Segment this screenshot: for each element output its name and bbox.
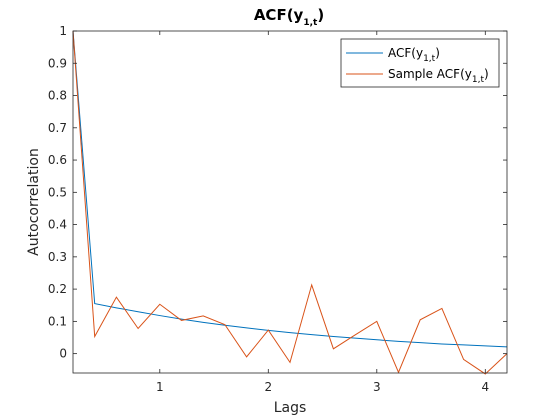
x-axis-label: Lags [274,400,307,416]
axes-box [72,30,508,374]
series-line-acf [72,30,508,348]
series-layer [72,30,508,375]
y-tick-label: 0.4 [48,218,67,232]
x-tick-label: 2 [264,380,272,394]
y-tick-label: 0.2 [48,282,67,296]
chart-title: ACF(y1,t) [254,6,324,28]
plot-area [73,31,507,373]
legend-label-sample-acf: Sample ACF(y1,t) [388,67,489,85]
series-line-sample-acf [72,30,508,375]
x-tick-label: 4 [481,380,489,394]
y-tick-label: 0.6 [48,153,67,167]
chart-title-suffix: ) [317,6,324,24]
axes-frame [72,30,508,374]
legend-label-acf: ACF(y1,t) [388,46,440,64]
y-tick-label: 0.5 [48,185,67,199]
y-tick-label: 0.3 [48,250,67,264]
x-tick-label: 3 [373,380,381,394]
y-axis-label: Autocorrelation [26,148,42,256]
legend-box [340,38,500,88]
ticks-layer: 0 0.1 0.2 0.3 0.4 0.5 0.6 0.7 0.8 0.9 1 1 2 3 4 [48,24,507,394]
legend: ACF(y1,t) Sample ACF(y1,t) [340,38,500,88]
y-tick-label: 1 [59,24,67,38]
y-tick-label: 0 [59,347,67,361]
y-tick-label: 0.8 [48,89,67,103]
y-tick-label: 0.1 [48,314,67,328]
x-tick-label: 1 [156,380,164,394]
y-tick-label: 0.9 [48,56,67,70]
y-tick-label: 0.7 [48,121,67,135]
chart-title-subscript: 1,t [303,18,318,28]
